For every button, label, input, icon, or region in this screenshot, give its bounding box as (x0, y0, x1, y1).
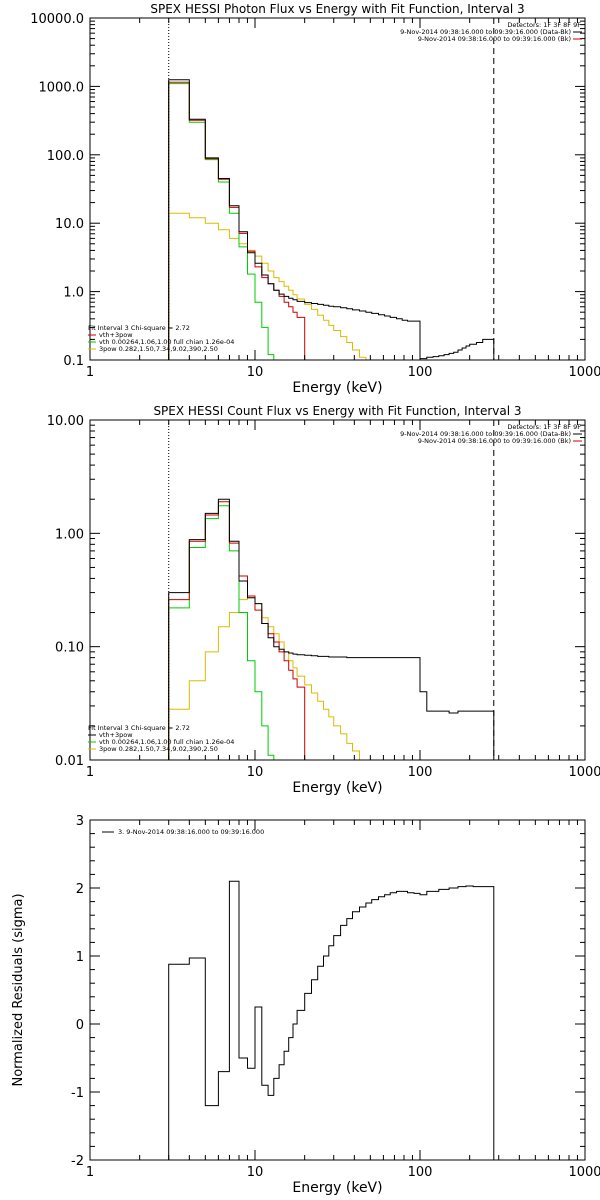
chart-panel-3: 1 10 100 1000 Energy (keV) -2 -1 0 1 2 3 Normalized… (11, 814, 600, 1196)
series-vth (168, 505, 280, 760)
legend-entry: vth 0.00264,1.06,1.00 full chian 1.26e-0… (99, 338, 234, 346)
x-tick-label: 100 (408, 365, 433, 380)
y-tick-label: 0.1 (63, 354, 84, 369)
legend-entry: vth+3pow (99, 731, 133, 739)
x-axis-label: Energy (keV) (292, 1180, 382, 1196)
y-tick-label: 0.01 (55, 754, 84, 769)
series-vth-3pow (168, 81, 306, 360)
y-tick-label: 10.00 (47, 414, 84, 429)
y-axis-label: Normalized Residuals (sigma) (11, 893, 26, 1086)
x-tick-label: 1 (86, 765, 94, 780)
x-tick-label: 1 (86, 1165, 94, 1180)
series-residuals (168, 880, 495, 1160)
chart-title: SPEX HESSI Count Flux vs Energy with Fit… (153, 404, 521, 418)
plot-frame (89, 419, 586, 761)
x-axis-label: Energy (keV) (292, 780, 382, 796)
header-line: 9-Nov-2014 09:38:16.000 to 09:39:16.000 … (400, 28, 571, 36)
legend-title: Fit Interval 3 Chi-square = 2.72 (88, 324, 190, 332)
legend-entry: 3. 9-Nov-2014 09:38:16.000 to 09:39:16.0… (118, 828, 264, 836)
y-tick-label: -1 (71, 1086, 84, 1101)
x-tick-label: 100 (408, 765, 433, 780)
chart-panel-1: SPEX HESSI Photon Flux vs Energy with Fi… (30, 2, 600, 396)
y-tick-label: 1000.0 (39, 80, 85, 95)
x-tick-label: 1000 (568, 1165, 600, 1180)
y-tick-label: 1 (76, 950, 84, 965)
y-tick-label: 3 (76, 814, 84, 829)
y-tick-label: 0.10 (55, 641, 84, 656)
chart-panel-2: SPEX HESSI Count Flux vs Energy with Fit… (47, 404, 600, 796)
y-tick-label: 0 (76, 1018, 84, 1033)
x-tick-label: 1000 (568, 765, 600, 780)
legend-title: Fit Interval 3 Chi-square = 2.72 (88, 724, 190, 732)
y-tick-label: 100.0 (47, 149, 84, 164)
legend-entry: 3pow 0.282,1.50,7.34,9.02,390,2.50 (99, 345, 218, 353)
legend-entry: vth+3pow (99, 331, 133, 339)
y-tick-label: 1.00 (55, 527, 84, 542)
series-data (168, 79, 495, 360)
x-tick-label: 1000 (568, 365, 600, 380)
header-line: 9-Nov-2014 09:38:16.000 to 09:39:16.000 … (400, 430, 571, 438)
header-line: Detectors: 1F 3F 8F 9F (507, 21, 581, 29)
series-vth (168, 83, 280, 360)
y-tick-label: 1.0 (63, 286, 84, 301)
x-tick-label: 1 (86, 365, 94, 380)
legend-entry: 3pow 0.282,1.50,7.34,9.02,390,2.50 (99, 745, 218, 753)
header-line: 9-Nov-2014 09:38:16.000 to 09:39:16.000 … (418, 35, 571, 43)
header-line: Detectors: 1F 3F 8F 9F (507, 423, 581, 431)
plot-frame (89, 819, 586, 1161)
series-3pow (168, 212, 373, 360)
x-tick-label: 100 (408, 1165, 433, 1180)
y-tick-label: 10.0 (55, 217, 84, 232)
x-tick-label: 10 (247, 765, 264, 780)
y-tick-label: -2 (71, 1154, 84, 1169)
series-group (168, 79, 495, 360)
series-group (168, 880, 495, 1160)
y-tick-label: 10000.0 (30, 12, 84, 27)
series-3pow (168, 597, 366, 760)
x-tick-label: 10 (247, 365, 264, 380)
header-line: 9-Nov-2014 09:38:16.000 to 09:39:16.000 … (418, 437, 571, 445)
x-axis-label: Energy (keV) (292, 380, 382, 396)
series-data (168, 498, 495, 760)
legend-entry: vth 0.00264,1.06,1.00 full chian 1.26e-0… (99, 738, 234, 746)
plot-frame (89, 17, 586, 361)
x-tick-label: 10 (247, 1165, 264, 1180)
chart-title: SPEX HESSI Photon Flux vs Energy with Fi… (150, 2, 524, 16)
y-tick-label: 2 (76, 882, 84, 897)
series-group (168, 498, 495, 760)
